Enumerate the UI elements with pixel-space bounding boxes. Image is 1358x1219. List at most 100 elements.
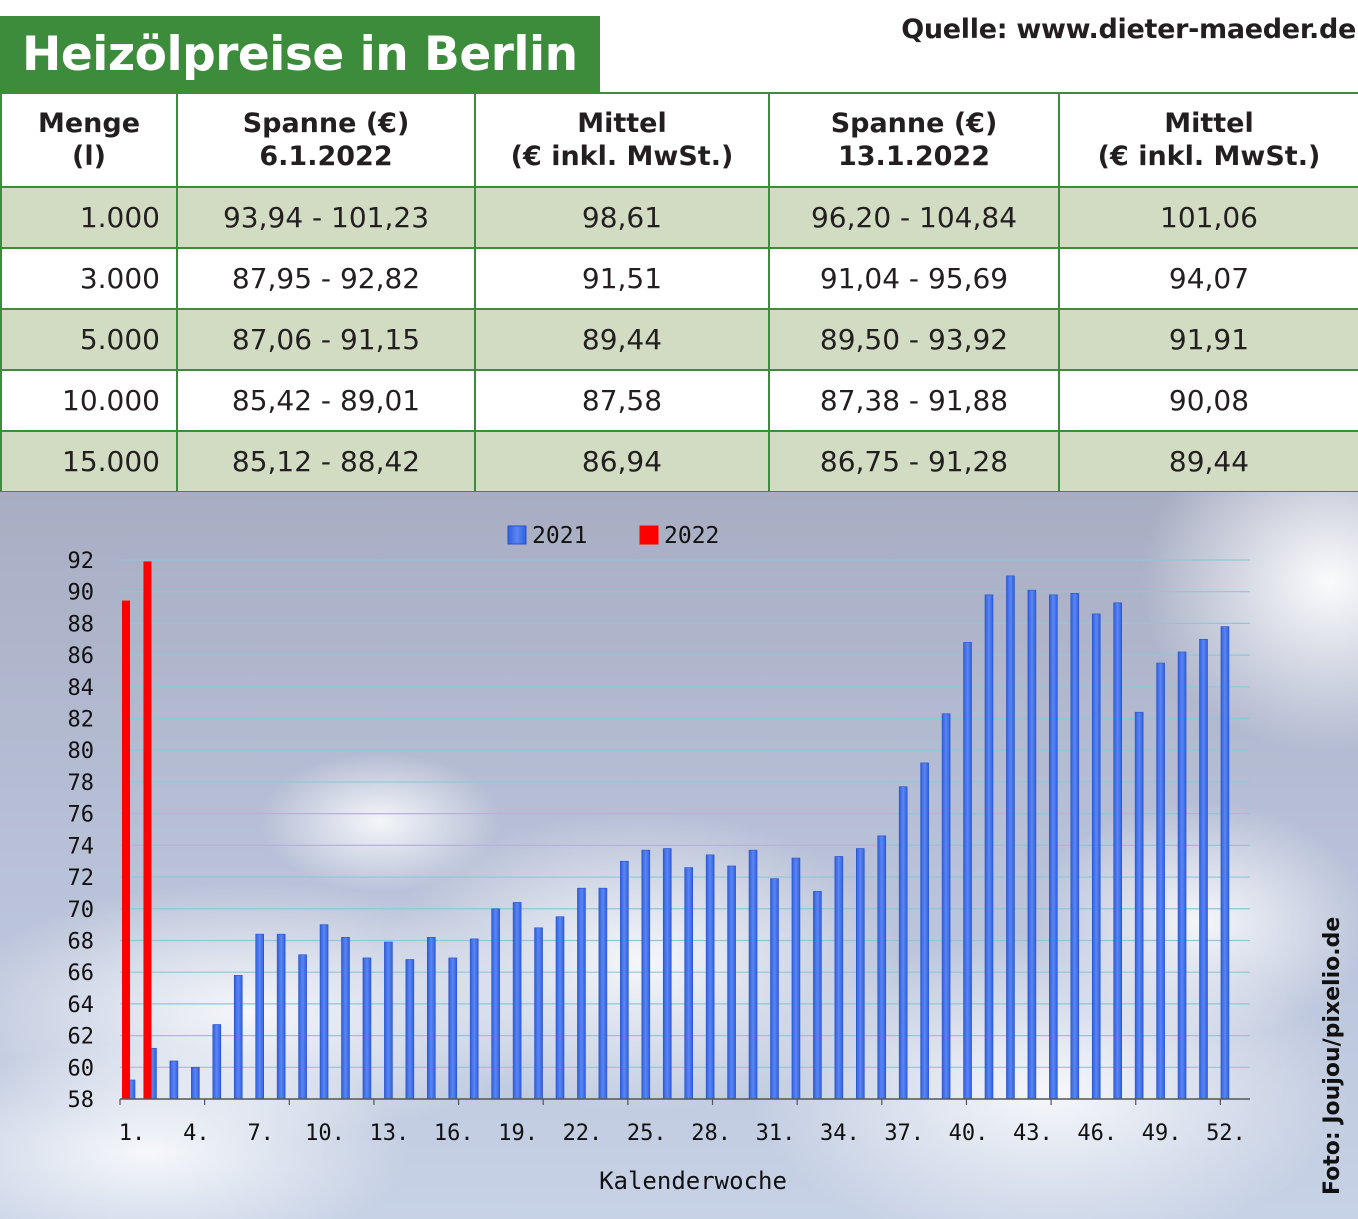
bar-2021 [898, 786, 908, 1100]
bar-2021 [276, 933, 286, 1100]
bar-2021 [319, 924, 329, 1100]
bar-2021 [1220, 626, 1230, 1100]
y-tick-label: 82 [68, 708, 95, 733]
col-header-spanne-1: Spanne (€) 6.1.2022 [176, 92, 476, 188]
table-row: 5.000 87,06 - 91,15 89,44 89,50 - 93,92 … [0, 308, 1358, 371]
x-tick-label: 7. [247, 1121, 274, 1146]
y-tick-label: 84 [68, 676, 95, 701]
cell-mittel: 101,06 [1058, 186, 1358, 249]
bar-2021 [1113, 602, 1122, 1100]
cell-spanne: 89,50 - 93,92 [768, 308, 1060, 371]
y-tick-label: 76 [68, 803, 95, 828]
col-header-menge: Menge (l) [0, 92, 178, 188]
cell-menge: 15.000 [0, 430, 178, 493]
bar-2021 [298, 954, 307, 1100]
legend: 2021 2022 [507, 523, 719, 549]
bar-2021 [662, 848, 672, 1100]
x-tick-label: 4. [183, 1121, 210, 1146]
bar-2021 [341, 936, 350, 1100]
bar-2021 [877, 835, 887, 1100]
x-tick-label: 40. [949, 1121, 989, 1146]
bar-2022 [122, 600, 130, 1099]
bar-2021 [620, 860, 629, 1100]
bar-2021 [384, 941, 393, 1100]
x-tick-label: 37. [884, 1121, 924, 1146]
bar-2021 [1177, 651, 1187, 1100]
cell-spanne: 96,20 - 104,84 [768, 186, 1060, 249]
bar-2021 [212, 1024, 222, 1100]
col-header-spanne-2: Spanne (€) 13.1.2022 [768, 92, 1060, 188]
table-row: 15.000 85,12 - 88,42 86,94 86,75 - 91,28… [0, 430, 1358, 493]
x-tick-label: 25. [627, 1121, 667, 1146]
bar-2021 [791, 857, 801, 1100]
legend-label: 2022 [664, 523, 719, 549]
cell-spanne: 93,94 - 101,23 [176, 186, 476, 249]
cell-mittel: 89,44 [1058, 430, 1358, 493]
legend-swatch [639, 525, 659, 545]
cell-menge: 10.000 [0, 369, 178, 432]
y-tick-label: 86 [68, 644, 95, 669]
source-label: Quelle: www.dieter-maeder.de [901, 14, 1356, 45]
y-tick-label: 58 [68, 1088, 95, 1113]
bar-2021 [1006, 575, 1015, 1100]
bar-2021 [255, 933, 264, 1100]
bar-2021 [491, 908, 500, 1100]
bar-chart: 58 60 62 64 66 68 70 72 74 76 78 80 82 84 86 88 90 92 1. 4… [0, 492, 1358, 1219]
x-tick-label: 43. [1013, 1121, 1053, 1146]
bar-2021 [641, 849, 651, 1100]
bar-2021 [941, 713, 951, 1100]
y-tick-label: 68 [68, 929, 95, 954]
title-banner: Heizölpreise in Berlin [0, 16, 600, 92]
bar-2021 [1049, 594, 1058, 1100]
cell-spanne: 87,38 - 91,88 [768, 369, 1060, 432]
bar-2021 [1156, 662, 1165, 1100]
cell-spanne: 85,12 - 88,42 [176, 430, 476, 493]
x-tick-label: 28. [691, 1121, 731, 1146]
cell-menge: 5.000 [0, 308, 178, 371]
bars [122, 561, 1230, 1100]
x-tick-label: 46. [1077, 1121, 1117, 1146]
x-tick-label: 16. [434, 1121, 474, 1146]
y-tick-label: 66 [68, 961, 95, 986]
bar-2021 [426, 936, 436, 1100]
legend-swatch [507, 525, 527, 545]
table-header-row: Menge (l) Spanne (€) 6.1.2022 Mittel (€ ink… [0, 92, 1358, 188]
table-row: 1.000 93,94 - 101,23 98,61 96,20 - 104,8… [0, 186, 1358, 249]
photo-credit: Foto: Joujou/pixelio.de [1320, 916, 1345, 1195]
cell-mittel: 91,91 [1058, 308, 1358, 371]
bar-2021 [984, 594, 994, 1100]
bar-2021 [813, 891, 822, 1100]
x-tick-label: 19. [498, 1121, 538, 1146]
page-title: Heizölpreise in Berlin [22, 26, 578, 82]
bar-2021 [169, 1060, 179, 1100]
bar-2021 [598, 887, 608, 1100]
bar-2021 [855, 848, 865, 1100]
bar-2021 [705, 854, 715, 1100]
x-tick-label: 34. [820, 1121, 860, 1146]
x-tick-label: 31. [756, 1121, 796, 1146]
col-header-mittel-2: Mittel (€ inkl. MwSt.) [1058, 92, 1358, 188]
bar-2021 [405, 959, 415, 1100]
legend-label: 2021 [532, 523, 587, 549]
bar-2021 [963, 642, 972, 1100]
bar-2021 [362, 957, 372, 1100]
bar-2021 [1134, 711, 1144, 1100]
cell-mittel: 94,07 [1058, 247, 1358, 310]
cell-spanne: 87,95 - 92,82 [176, 247, 476, 310]
bar-2021 [555, 916, 565, 1100]
y-axis-ticks: 58 60 62 64 66 68 70 72 74 76 78 80 82 84 86 88 90 92 [68, 549, 95, 1113]
x-tick-label: 1. [119, 1121, 146, 1146]
y-tick-label: 92 [68, 549, 95, 574]
y-tick-label: 80 [68, 739, 95, 764]
cell-mittel: 89,44 [474, 308, 770, 371]
y-tick-label: 78 [68, 771, 95, 796]
bar-2021 [1199, 638, 1208, 1100]
bar-2021 [748, 849, 758, 1100]
x-axis: 1. 4. 7. 10. 13. 16. 19. 22. 25. 28. 31. 34. 37. 40. 4… [119, 1098, 1250, 1146]
y-tick-label: 88 [68, 612, 95, 637]
y-tick-label: 62 [68, 1025, 95, 1050]
bar-2021 [920, 762, 929, 1100]
x-tick-label: 22. [563, 1121, 603, 1146]
x-axis-label: Kalenderwoche [599, 1167, 787, 1195]
bar-2022 [143, 561, 152, 1099]
